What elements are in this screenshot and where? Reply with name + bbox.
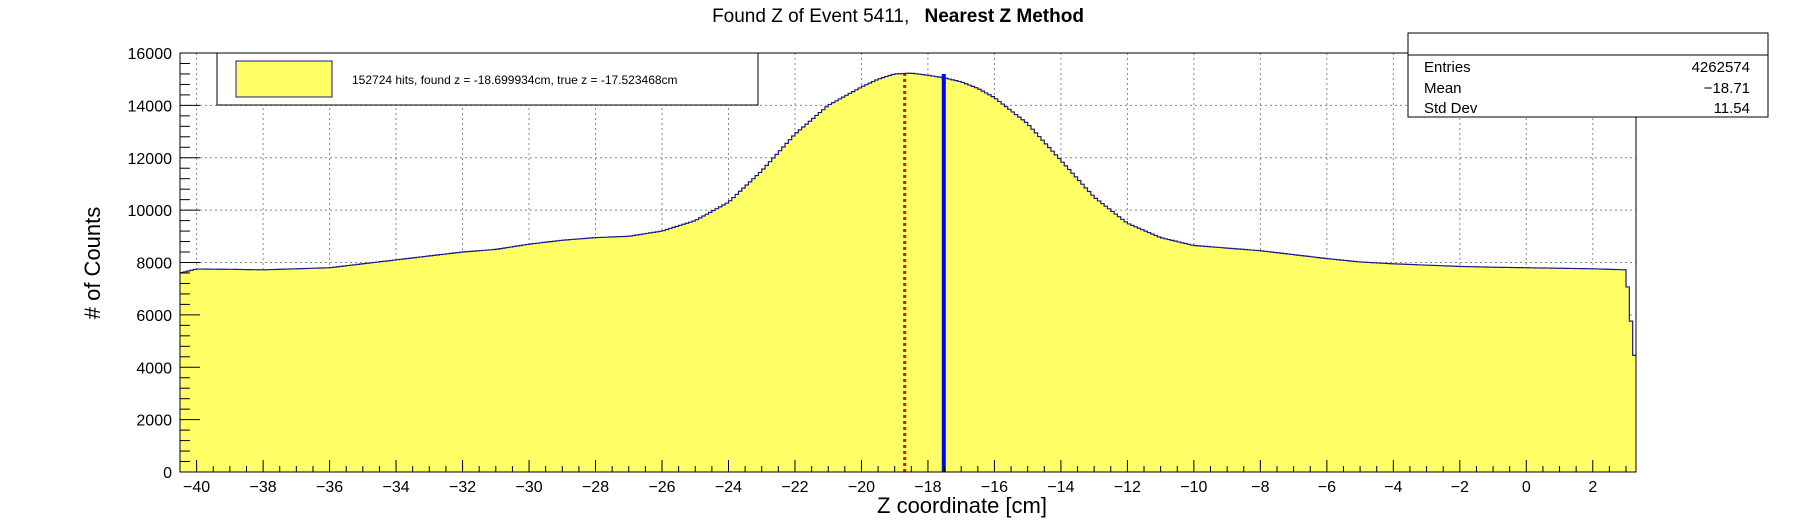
- x-tick-label: −4: [1384, 479, 1402, 496]
- y-tick-label: 6000: [136, 308, 172, 325]
- axis-ticks: −40 −38 −36 −34 −32 −30 −28 −26 −24 −22 −20 −18 −16−…: [128, 46, 1627, 496]
- y-tick-label: 12000: [128, 151, 173, 168]
- x-tick-label: 2: [1588, 479, 1597, 496]
- y-tick-label: 16000: [128, 46, 173, 63]
- stats-mean-label: Mean: [1424, 80, 1462, 97]
- stats-stddev-label: Std Dev: [1424, 100, 1478, 117]
- z-markers: [903, 73, 946, 472]
- x-tick-label: −24: [715, 479, 742, 496]
- x-tick-label: −28: [582, 479, 609, 496]
- chart-title-bold: Nearest Z Method: [925, 6, 1084, 27]
- x-tick-label: −16: [981, 479, 1008, 496]
- stats-stddev-value: 11.54: [1714, 100, 1750, 117]
- histogram-fill: [180, 73, 1636, 473]
- stats-frame: [1407, 32, 1769, 118]
- x-tick-label: −2: [1451, 479, 1469, 496]
- y-tick-label: 2000: [136, 413, 172, 430]
- y-tick-label: 4000: [136, 360, 172, 377]
- x-tick-label: −6: [1318, 479, 1336, 496]
- x-tick-label: −20: [848, 479, 875, 496]
- legend-swatch: [235, 60, 333, 98]
- y-tick-label: 8000: [136, 256, 172, 273]
- x-tick-label: −18: [914, 479, 941, 496]
- x-tick-label: −32: [449, 479, 476, 496]
- histogram-series: [180, 72, 1636, 473]
- legend: 152724 hits, found z = -18.699934cm, tru…: [216, 52, 759, 106]
- x-tick-label: −30: [515, 479, 542, 496]
- x-axis-label: Z coordinate [cm]: [877, 493, 1047, 518]
- x-tick-label: −22: [781, 479, 808, 496]
- x-tick-label: −10: [1180, 479, 1207, 496]
- y-tick-label: 10000: [128, 203, 173, 220]
- histogram-outline: [180, 72, 1636, 356]
- y-tick-label: 14000: [128, 98, 173, 115]
- x-tick-label: −40: [183, 479, 210, 496]
- x-tick-label: −34: [383, 479, 410, 496]
- x-tick-label: −26: [648, 479, 675, 496]
- x-tick-label: 0: [1522, 479, 1531, 496]
- chart-title-main: Found Z of Event 5411,: [712, 6, 909, 27]
- x-tick-label: −12: [1114, 479, 1141, 496]
- y-axis-label: # of Counts: [80, 207, 105, 320]
- y-tick-label: 0: [163, 465, 172, 482]
- x-tick-label: −8: [1251, 479, 1269, 496]
- x-tick-label: −36: [316, 479, 343, 496]
- legend-label: 152724 hits, found z = -18.699934cm, tru…: [352, 73, 678, 87]
- stats-mean-value: −18.71: [1704, 80, 1750, 97]
- stats-entries-label: Entries: [1424, 59, 1471, 76]
- stats-entries-value: 4262574: [1692, 59, 1750, 76]
- stats-box: Entries 4262574 Mean −18.71 Std Dev 11.5…: [1407, 32, 1769, 118]
- chart-title: Found Z of Event 5411, Nearest Z Method: [712, 6, 1084, 27]
- x-tick-label: −14: [1047, 479, 1074, 496]
- x-tick-label: −38: [250, 479, 277, 496]
